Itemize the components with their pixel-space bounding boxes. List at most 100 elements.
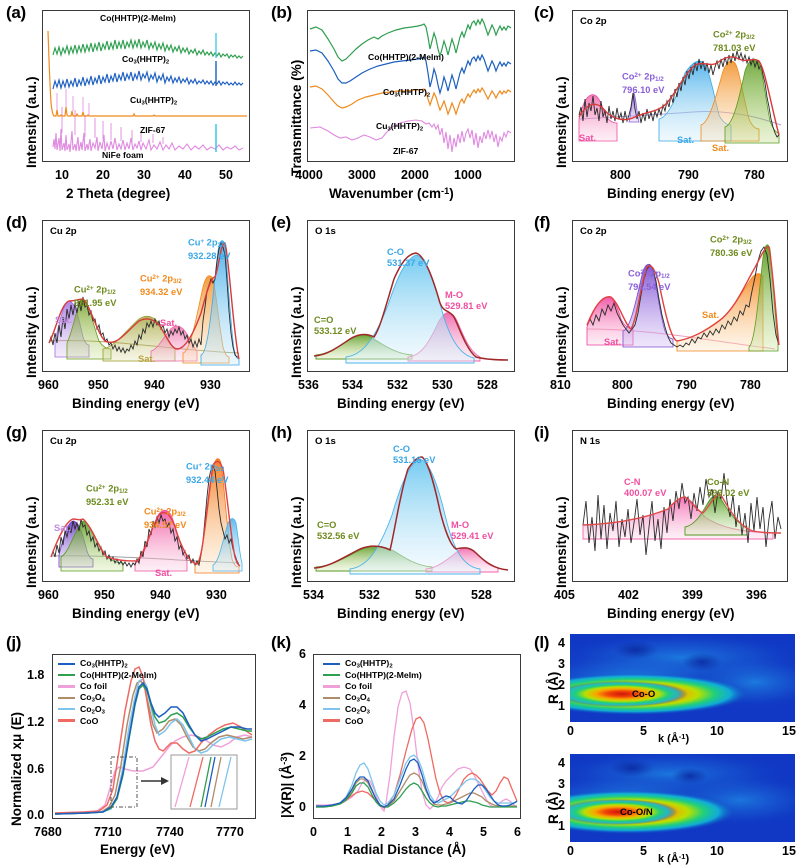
- panel-k-legend: Co3(HHTP)2 Co(HHTP)(2-MeIm) Co foil Co3O…: [323, 658, 422, 726]
- panel-c-sat-0: Sat.: [579, 133, 597, 143]
- legend-item-5[interactable]: CoO: [323, 715, 422, 726]
- panel-l-map0-ytick-1: 2: [558, 678, 565, 692]
- panel-h-annotation-2: C=O 532.56 eV: [317, 520, 360, 541]
- panel-d-xtick-0: 960: [38, 378, 59, 392]
- panel-l-map0-xtick-0: 0: [567, 724, 574, 738]
- panel-g-xlabel: Binding energy (eV): [72, 606, 200, 621]
- panel-e-xtick-0: 536: [298, 378, 319, 392]
- panel-i-plot-frame: [572, 430, 788, 582]
- panel-h-xlabel: Binding energy (eV): [337, 606, 465, 621]
- panel-l-map1-xtick-0: 0: [567, 844, 574, 858]
- legend-item-5[interactable]: CoO: [58, 715, 157, 726]
- panel-e-annotation-2: C=O 533.12 eV: [314, 315, 357, 336]
- panel-h-annotation-0: C-O 531.16 eV: [393, 444, 436, 465]
- panel-h-plot-frame: [307, 430, 515, 582]
- panel-h-xtick-1: 532: [359, 588, 380, 602]
- panel-i-ylabel: Intensity (a.u.): [554, 496, 569, 588]
- legend-line-2: [323, 685, 340, 688]
- legend-item-2[interactable]: Co foil: [58, 681, 157, 692]
- panel-c-annotation-1: Co2+ 2p1/2 796.10 eV: [622, 71, 665, 96]
- legend-line-0: [58, 662, 75, 665]
- panel-i-annotation-0: C-N 400.07 eV: [624, 477, 667, 498]
- panel-d-xtick-3: 930: [200, 378, 221, 392]
- legend-line-2: [58, 685, 75, 688]
- panel-d-xtick-2: 940: [144, 378, 165, 392]
- panel-k-xtick-4: 4: [446, 825, 453, 839]
- panel-b-plot-frame: [307, 10, 515, 162]
- panel-f-corner-label: Co 2p: [580, 226, 607, 237]
- legend-item-1[interactable]: Co(HHTP)(2-MeIm): [58, 669, 157, 680]
- panel-e-xtick-3: 530: [432, 378, 453, 392]
- panel-b: (b) Transmittance (%) Co(HHTP)(2-MeIm) C…: [265, 0, 530, 210]
- legend-label-4: Co2O3: [345, 703, 370, 715]
- legend-item-4[interactable]: Co2O3: [58, 704, 157, 715]
- panel-b-label: (b): [271, 3, 292, 22]
- panel-a: (a) Intensity (a.u.): [0, 0, 265, 210]
- panel-g: (g) Intensity (a.u.): [0, 420, 265, 630]
- legend-item-1[interactable]: Co(HHTP)(2-MeIm): [323, 669, 422, 680]
- panel-i-xtick-0: 405: [554, 588, 575, 602]
- panel-f-plot-frame: [572, 220, 788, 372]
- panel-e-plot-frame: [307, 220, 515, 372]
- panel-c-label: (c): [534, 3, 554, 22]
- legend-label-2: Co foil: [80, 681, 108, 692]
- panel-e-xtick-2: 532: [387, 378, 408, 392]
- panel-f-xtick-1: 800: [612, 378, 633, 392]
- panel-j-label: (j): [6, 633, 22, 652]
- panel-k-xtick-6: 6: [514, 825, 521, 839]
- panel-k-ytick-0: 0: [299, 800, 306, 814]
- panel-h-label: (h): [271, 423, 292, 442]
- legend-line-3: [58, 696, 75, 700]
- panel-g-xtick-3: 930: [206, 588, 227, 602]
- legend-item-4[interactable]: Co2O3: [323, 704, 422, 715]
- panel-b-xtick-2: 2000: [401, 168, 429, 182]
- legend-line-4: [323, 708, 340, 711]
- panel-k-plot: [315, 690, 518, 813]
- panel-c-xtick-0: 800: [610, 168, 631, 182]
- panel-k-ytick-1: 2: [299, 749, 306, 763]
- panel-a-plot-frame: [42, 10, 250, 162]
- panel-i-corner-label: N 1s: [580, 436, 601, 447]
- panel-e-label: (e): [271, 213, 291, 232]
- panel-f-ylabel: Intensity (a.u.): [554, 286, 569, 378]
- panel-b-xlabel: Wavenumber (cm-1): [329, 186, 454, 201]
- panel-e-xlabel: Binding energy (eV): [337, 396, 465, 411]
- svg-text:Co-O: Co-O: [632, 689, 655, 700]
- panel-a-xlabel: 2 Theta (degree): [66, 186, 171, 201]
- panel-a-ylabel: Intensity (a.u.): [24, 76, 39, 168]
- panel-j-xlabel: Energy (eV): [100, 842, 176, 857]
- panel-c-plot: [578, 50, 782, 144]
- legend-item-3[interactable]: Co3O4: [323, 692, 422, 704]
- panel-l-map1-ytick-2: 3: [558, 777, 565, 791]
- legend-item-2[interactable]: Co foil: [323, 681, 422, 692]
- panel-k-ytick-2: 4: [299, 698, 306, 712]
- panel-l-map1-xtick-2: 10: [710, 844, 724, 858]
- legend-line-5: [58, 719, 75, 722]
- panel-a-xtick-4: 50: [219, 168, 233, 182]
- panel-f-xtick-0: 810: [550, 378, 571, 392]
- panel-l-map0-frame: Co-O: [570, 634, 795, 722]
- panel-h-annotation-1: M-O 529.41 eV: [451, 520, 494, 541]
- panel-j-ytick-1: 0.6: [27, 762, 45, 776]
- panel-d-annotation-0: Cu+ 2p3/2 932.28 eV: [188, 237, 231, 262]
- legend-item-3[interactable]: Co3O4: [58, 692, 157, 704]
- panel-e: (e) Intensity (a.u.) O 1s C-O 531.37 eV M…: [265, 210, 530, 420]
- panel-d-plot: [48, 240, 240, 366]
- panel-d-label: (d): [6, 213, 27, 232]
- panel-k-ytick-3: 6: [299, 647, 306, 661]
- panel-g-corner-label: Cu 2p: [50, 436, 77, 447]
- panel-i-annotation-1: Co-N 399.02 eV: [707, 477, 750, 498]
- legend-label-1: Co(HHTP)(2-MeIm): [80, 670, 157, 681]
- panel-d-annotation-2: Cu2+ 2p1/2 951.95 eV: [74, 284, 117, 309]
- panel-g-plot-frame: [42, 430, 250, 582]
- panel-e-ylabel: Intensity (a.u.): [289, 286, 304, 378]
- panel-j-plot-frame: [52, 654, 256, 819]
- panel-f-xtick-3: 780: [740, 378, 761, 392]
- panel-k-xtick-1: 1: [344, 825, 351, 839]
- legend-label-2: Co foil: [345, 681, 373, 692]
- panel-e-xtick-1: 534: [342, 378, 363, 392]
- panel-j-ytick-0: 0.0: [27, 808, 45, 822]
- panel-j-xtick-3: 7770: [216, 825, 244, 839]
- legend-item-0[interactable]: Co3(HHTP)2: [58, 658, 157, 669]
- legend-item-0[interactable]: Co3(HHTP)2: [323, 658, 422, 669]
